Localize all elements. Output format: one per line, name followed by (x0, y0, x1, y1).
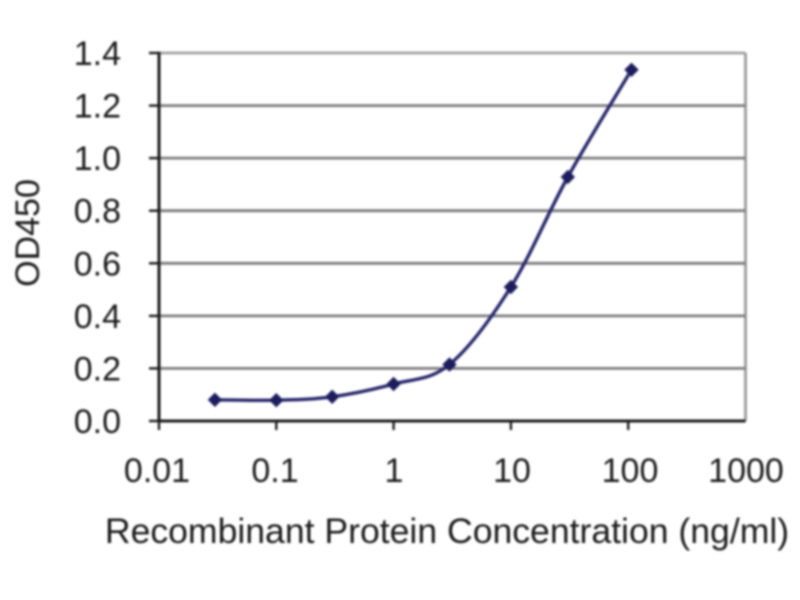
svg-text:0.6: 0.6 (74, 245, 121, 283)
svg-text:1000: 1000 (708, 452, 784, 490)
svg-text:100: 100 (602, 452, 659, 490)
svg-text:0.0: 0.0 (74, 403, 121, 441)
svg-text:1.4: 1.4 (74, 35, 121, 73)
svg-text:10: 10 (493, 452, 531, 490)
svg-text:0.4: 0.4 (74, 298, 121, 336)
svg-text:1.2: 1.2 (74, 88, 121, 126)
svg-text:Recombinant Protein Concentrat: Recombinant Protein Concentration (ng/ml… (105, 511, 789, 551)
svg-text:0.2: 0.2 (74, 350, 121, 388)
svg-text:OD450: OD450 (9, 179, 47, 287)
svg-text:0.01: 0.01 (124, 452, 190, 490)
svg-text:1.0: 1.0 (74, 140, 121, 178)
svg-text:0.1: 0.1 (251, 452, 298, 490)
svg-text:0.8: 0.8 (74, 193, 121, 231)
svg-text:1: 1 (385, 452, 404, 490)
